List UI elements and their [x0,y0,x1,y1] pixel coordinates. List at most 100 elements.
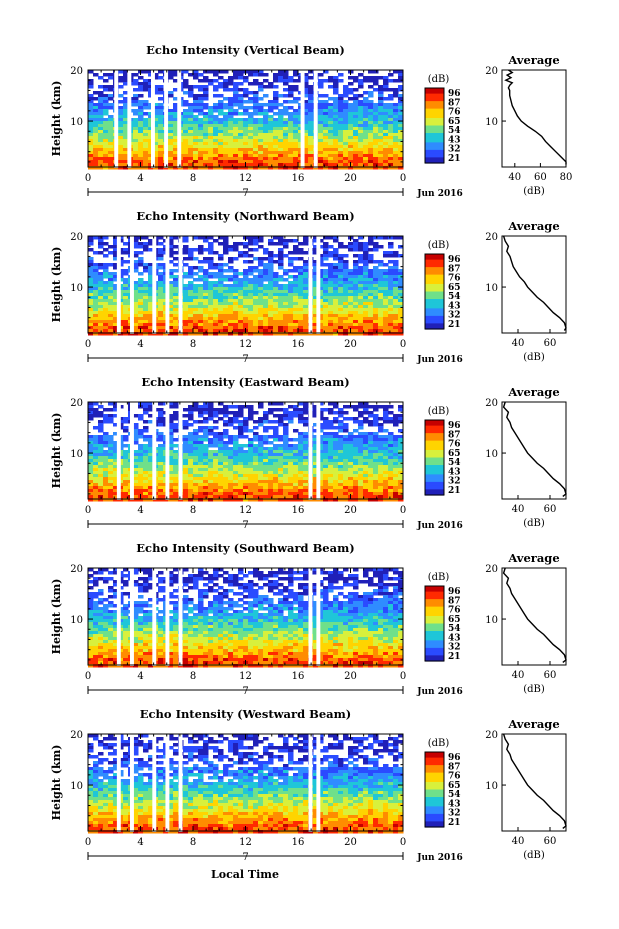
profile-x-tick-label: 40 [512,670,525,681]
x-tick-label: 20 [344,339,357,350]
date-label: Jun 2016 [416,853,463,863]
colorbar-tick-label: 32 [448,643,461,653]
y-tick-label: 10 [70,781,83,792]
day-label: 7 [242,520,248,531]
colorbar-tick-label: 54 [448,126,461,136]
profile-panel: Average 40 60 (dB) 20 10 [485,717,567,861]
colorbar-tick-label: 96 [448,753,461,763]
data-gap [116,567,121,666]
data-gap [300,69,305,168]
colorbar-segment [425,812,444,815]
data-gap [116,401,121,500]
panel-2: Echo Intensity (Eastward Beam) 0 4 8 12 16 20 0… [50,375,567,531]
profile-frame [501,733,567,832]
colorbar-segment [425,451,444,455]
colorbar-tick-label: 21 [448,486,461,496]
colorbar-segment [425,93,444,97]
colorbar-segment [425,304,444,308]
panel-0: Echo Intensity (Vertical Beam) 0 4 8 12 16 20 0… [50,43,572,199]
colorbar-segment [425,319,444,323]
colorbar-tick-label: 65 [448,781,461,791]
profile-title: Average [507,717,559,731]
x-tick-label: 20 [344,173,357,184]
profile-title: Average [507,219,559,233]
colorbar-segment [425,420,444,423]
colorbar-segment [425,104,444,108]
colorbar-segment [425,425,444,429]
heatmap-cells [88,402,404,502]
profile-line [502,401,567,497]
colorbar-segment [425,772,444,776]
data-gap [164,69,169,168]
colorbar-segment [425,470,444,474]
colorbar-segment [425,481,444,485]
colorbar-segment [425,586,444,589]
colorbar-segment [425,276,444,279]
colorbar-segment [425,280,444,283]
data-gap [152,401,157,500]
profile-frame [501,401,567,500]
data-gap [151,69,155,168]
colorbar-segment [425,142,444,145]
colorbar-tick-label: 76 [448,274,461,284]
colorbar-segment [425,595,444,598]
colorbar-segment [425,593,444,596]
colorbar-frame [424,419,445,496]
colorbar-tick-label: 32 [448,477,461,487]
y-tick-label: 20 [70,564,83,575]
data-gap [165,235,170,334]
colorbar-segment [425,157,444,160]
colorbar-segment [425,789,444,792]
colorbar-tick-label: 43 [448,467,461,477]
profile-frame [501,567,567,666]
profile-x-tick-label: 40 [512,338,525,349]
colorbar-segment [425,119,444,123]
colorbar-segment [425,308,444,311]
data-gap [130,401,134,500]
colorbar-segment [425,317,444,321]
y-tick-label: 20 [70,398,83,409]
y-tick-label: 10 [70,283,83,294]
colorbar-segment [425,149,444,153]
colorbar-segment [425,123,444,127]
colorbar-segment [425,89,444,93]
colorbar-frame [424,253,445,330]
data-gap [165,567,170,666]
colorbar-segment [425,127,444,130]
y-axis-label: Height (km) [50,579,63,655]
x-tick-label: 12 [239,505,252,516]
colorbar-segment [425,802,444,806]
x-tick-label: 0 [400,837,406,848]
colorbar-segment [425,761,444,764]
x-tick-label: 16 [292,837,305,848]
colorbar-segment [425,800,444,804]
colorbar-segment [425,314,444,317]
data-gap [308,567,313,666]
x-tick-label: 20 [344,505,357,516]
colorbar-segment [425,442,444,445]
colorbar-segment [425,133,444,136]
colorbar-segment [425,285,444,289]
colorbar-segment [425,153,444,157]
colorbar-segment [425,614,444,617]
colorbar-segment [425,310,444,313]
data-gap [178,401,183,500]
profile-y-tick-label: 10 [485,117,498,128]
colorbar-segment [425,752,444,755]
colorbar-segment [425,282,444,285]
profile-frame [501,235,567,334]
x-tick-label: 12 [239,837,252,848]
colorbar-segment [425,636,444,640]
profile-line [502,733,567,829]
colorbar-segment [425,806,444,809]
colorbar-segment [425,616,444,619]
colorbar-tick-label: 54 [448,790,461,800]
colorbar-segment [425,106,444,110]
colorbar-segment [425,608,444,611]
profile-y-tick-label: 20 [485,66,498,77]
y-axis-label: Height (km) [50,413,63,489]
colorbar-segment [425,644,444,647]
colorbar-segment [425,299,444,302]
colorbar-segment [425,421,444,425]
